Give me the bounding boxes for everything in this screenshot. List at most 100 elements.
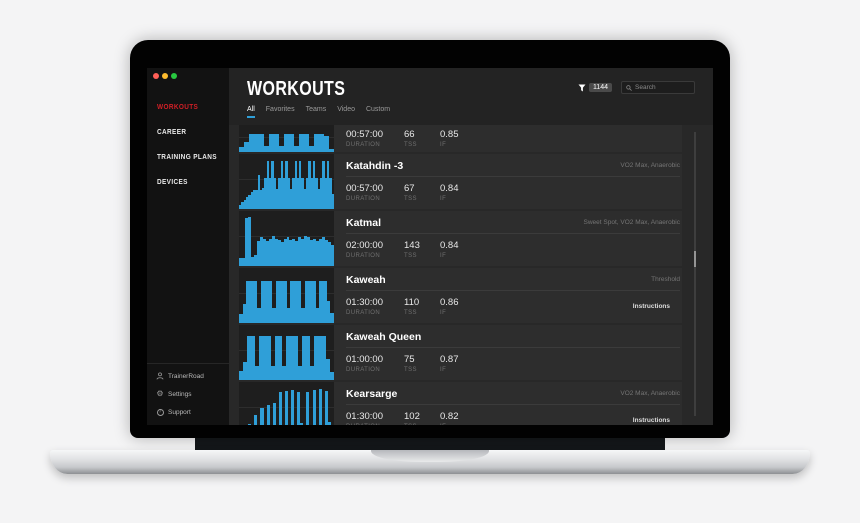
- duration-label: DURATION: [346, 142, 381, 148]
- workout-profile-chart: [239, 125, 334, 152]
- tss-value: 66: [404, 129, 415, 140]
- workout-row[interactable]: Katahdin -3 VO2 Max, Anaerobic 00:57:00 …: [239, 154, 682, 209]
- workout-row[interactable]: Kearsarge VO2 Max, Anaerobic 01:30:00 DU…: [239, 382, 682, 425]
- minimize-window-button[interactable]: [162, 73, 168, 79]
- sidebar-item-account[interactable]: TrainerRoad: [147, 367, 229, 385]
- sidebar-nav: WORKOUTS CAREER TRAINING PLANS DEVICES: [147, 95, 229, 195]
- if-label: IF: [440, 142, 447, 148]
- workout-row-body: Katmal Sweet Spot, VO2 Max, Anaerobic 02…: [334, 211, 682, 266]
- stat-tss: 75 TSS: [404, 354, 440, 373]
- tss-label: TSS: [404, 367, 417, 373]
- workout-row[interactable]: Katmal Sweet Spot, VO2 Max, Anaerobic 02…: [239, 211, 682, 266]
- workout-zone-tags: Threshold: [651, 276, 680, 283]
- duration-label: DURATION: [346, 367, 381, 373]
- sidebar-item-label: TRAINING PLANS: [157, 154, 217, 161]
- workout-row-body: Katahdin -3 VO2 Max, Anaerobic 00:57:00 …: [334, 154, 682, 209]
- laptop-screen-bezel: WORKOUTS CAREER TRAINING PLANS DEVICES: [130, 40, 730, 438]
- tss-label: TSS: [404, 196, 417, 202]
- zoom-window-button[interactable]: [171, 73, 177, 79]
- workout-row-header: Kaweah Queen: [346, 331, 680, 343]
- workout-row-body: Kaweah Queen 01:00:00 DURATION 75 TSS 0.…: [334, 325, 682, 380]
- stat-duration: 01:30:00 DURATION: [346, 411, 404, 425]
- workout-profile-thumbnail: [239, 125, 334, 152]
- workout-row-header: Kearsarge VO2 Max, Anaerobic: [346, 388, 680, 400]
- row-divider: [346, 404, 680, 405]
- tab-all[interactable]: All: [247, 106, 255, 118]
- header-controls: 1144: [578, 81, 695, 94]
- tab-teams[interactable]: Teams: [305, 106, 327, 113]
- support-label: Support: [168, 408, 191, 416]
- duration-value: 00:57:00: [346, 129, 383, 140]
- page-title: WORKOUTS: [247, 78, 346, 100]
- workout-profile-thumbnail: [239, 211, 334, 266]
- workout-row[interactable]: Kaweah Threshold 01:30:00 DURATION 110 T…: [239, 268, 682, 323]
- search-box: [621, 81, 695, 94]
- workout-profile-chart: [239, 382, 334, 425]
- workout-row[interactable]: 00:57:00 DURATION 66 TSS 0.85 IF: [239, 125, 682, 152]
- tss-value: 75: [404, 354, 415, 365]
- sidebar-item-workouts[interactable]: WORKOUTS: [147, 95, 229, 120]
- gear-icon: ⚙: [156, 389, 164, 398]
- workout-name: Kaweah Queen: [346, 331, 422, 343]
- stat-if: 0.87 IF: [440, 354, 476, 373]
- workout-row[interactable]: Kaweah Queen 01:00:00 DURATION 75 TSS 0.…: [239, 325, 682, 380]
- duration-value: 01:30:00: [346, 297, 383, 308]
- workout-profile-thumbnail: [239, 268, 334, 323]
- scrollbar-track[interactable]: [694, 132, 696, 416]
- if-value: 0.86: [440, 297, 459, 308]
- stat-tss: 102 TSS: [404, 411, 440, 425]
- if-label: IF: [440, 310, 447, 316]
- tss-label: TSS: [404, 424, 440, 425]
- sidebar-item-label: DEVICES: [157, 179, 188, 186]
- sidebar-item-career[interactable]: CAREER: [147, 120, 229, 145]
- workout-name: Kearsarge: [346, 388, 398, 400]
- sidebar-item-devices[interactable]: DEVICES: [147, 170, 229, 195]
- workout-stats: 01:30:00 DURATION 110 TSS 0.86 IF Instru…: [346, 297, 680, 316]
- instructions-badge: Instructions: [632, 417, 670, 424]
- duration-value: 02:00:00: [346, 240, 383, 251]
- stat-duration: 00:57:00 DURATION: [346, 129, 404, 148]
- close-window-button[interactable]: [153, 73, 159, 79]
- sidebar-item-settings[interactable]: ⚙ Settings: [147, 385, 229, 403]
- duration-label: DURATION: [346, 424, 404, 425]
- tab-video[interactable]: Video: [337, 106, 355, 113]
- stat-duration: 01:00:00 DURATION: [346, 354, 404, 373]
- instructions-badge: Instructions: [632, 303, 670, 310]
- workout-profile-thumbnail: [239, 325, 334, 380]
- question-icon: ?: [156, 408, 164, 416]
- workout-profile-chart: [239, 268, 334, 323]
- workout-zone-tags: Sweet Spot, VO2 Max, Anaerobic: [583, 219, 680, 226]
- row-divider: [346, 347, 680, 348]
- duration-value: 00:57:00: [346, 183, 383, 194]
- user-icon: [156, 372, 164, 380]
- filter-button[interactable]: 1144: [578, 83, 612, 92]
- tss-value: 67: [404, 183, 415, 194]
- sidebar-item-training-plans[interactable]: TRAINING PLANS: [147, 145, 229, 170]
- sidebar-item-label: WORKOUTS: [157, 104, 199, 111]
- workout-profile-thumbnail: [239, 382, 334, 425]
- tss-value: 143: [404, 240, 420, 251]
- sidebar-footer: TrainerRoad ⚙ Settings ? Support: [147, 363, 229, 421]
- sidebar-item-support[interactable]: ? Support: [147, 403, 229, 421]
- search-input[interactable]: [635, 84, 690, 91]
- filter-count-badge: 1144: [588, 83, 612, 92]
- row-divider: [346, 233, 680, 234]
- funnel-icon: [578, 84, 586, 91]
- tab-favorites[interactable]: Favorites: [265, 106, 295, 113]
- tab-custom[interactable]: Custom: [365, 106, 391, 113]
- workout-stats: 02:00:00 DURATION 143 TSS 0.84 IF: [346, 240, 680, 259]
- search-icon: [626, 84, 632, 91]
- main-panel: WORKOUTS All Favorites Teams Video Custo…: [229, 68, 713, 425]
- stat-tss: 67 TSS: [404, 183, 440, 202]
- tss-value: 102: [404, 411, 420, 422]
- tss-value: 110: [404, 297, 420, 308]
- if-label: IF: [440, 253, 447, 259]
- workout-tabs: All Favorites Teams Video Custom: [247, 106, 699, 118]
- sidebar: WORKOUTS CAREER TRAINING PLANS DEVICES: [147, 68, 229, 425]
- stat-if: 0.84 IF: [440, 183, 476, 202]
- settings-label: Settings: [168, 390, 192, 398]
- scrollbar-thumb[interactable]: [694, 251, 696, 267]
- laptop-lid-notch: [371, 450, 489, 462]
- workout-list: 00:57:00 DURATION 66 TSS 0.85 IF Kata: [229, 125, 713, 425]
